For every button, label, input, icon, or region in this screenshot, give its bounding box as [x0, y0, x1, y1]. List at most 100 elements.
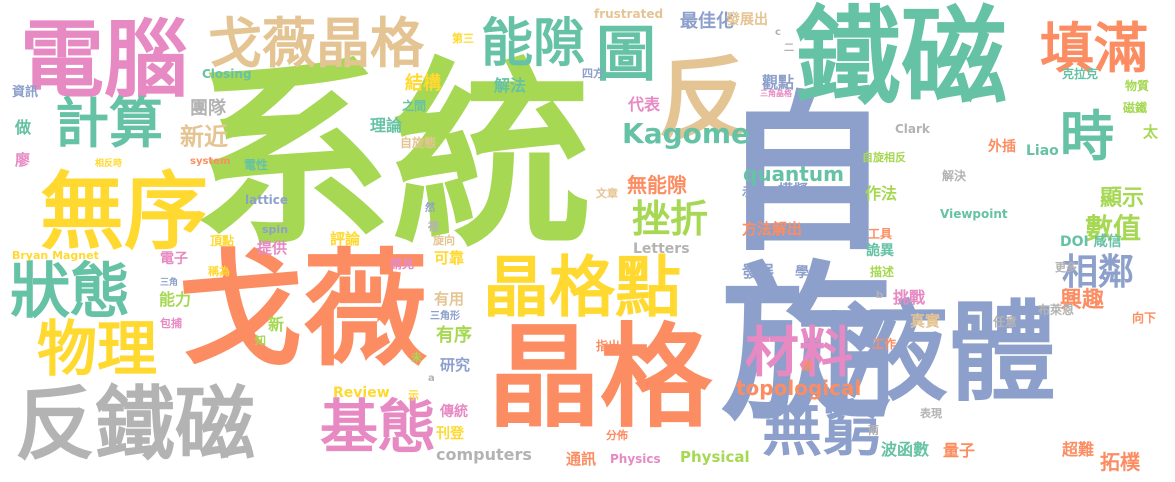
word-jie-fa: 解法 — [494, 76, 527, 95]
word-fen-bu: 分佈 — [606, 429, 628, 442]
word-xuan: 選 — [802, 362, 812, 373]
word-er: 二 — [784, 43, 794, 54]
word-bo-han-shu: 波函數 — [881, 440, 930, 459]
word-ti-gong: 提供 — [257, 239, 288, 257]
word-cuo-zhe: 挫折 — [632, 197, 709, 241]
word-bryan-magnet: Bryan Magnet — [12, 249, 99, 262]
word-topological: topological — [736, 376, 862, 400]
word-you-xu: 有序 — [436, 325, 472, 346]
word-liang-zi: 量子 — [943, 441, 976, 460]
word-neng-li: 能力 — [159, 290, 192, 309]
word-xue-zhe: 學者 — [795, 265, 823, 281]
word-zhi-jian: 之間 — [402, 99, 427, 113]
word-zhuang-tai: 狀態 — [10, 257, 130, 327]
word-xian-shi: 顯示 — [1100, 186, 1145, 211]
word-gui-yi: 詭異 — [866, 243, 894, 259]
word-zhi: 知 — [255, 334, 266, 347]
word-xing-qu: 興趣 — [1060, 288, 1105, 313]
word-wu-li: 物理 — [37, 315, 157, 385]
word-gong-zuo: 工作 — [872, 337, 897, 351]
word-ke-kao: 可靠 — [434, 249, 465, 267]
word-qing-jian: 請見 — [390, 257, 415, 271]
word-fan: 反 — [658, 47, 748, 152]
word-zi-xun: 資訊 — [12, 85, 39, 100]
word-fa-zhan: 發展 — [742, 262, 775, 281]
word-xiang-fan-shi: 相反時 — [95, 159, 123, 169]
word-dian-nao: 電腦 — [20, 11, 189, 109]
word-jie-gou: 結構 — [405, 73, 441, 94]
word-ji-suan: 計算 — [55, 92, 163, 155]
word-shu-zhi: 數值 — [1085, 212, 1142, 245]
word-li-lun: 理論 — [370, 116, 403, 135]
word-xin-jin: 新近 — [180, 123, 228, 151]
word-jie-jue: 解決 — [942, 169, 967, 183]
word-fa-zhan-chu: 發展出 — [726, 12, 768, 28]
word-yan-jiu: 研究 — [440, 356, 471, 374]
word-physics: Physics — [610, 452, 661, 466]
word-chuan-tong: 傳統 — [440, 404, 468, 420]
word-ye-ti: 液體 — [840, 291, 1057, 416]
word-doi-xian-xin: DOI 咸信 — [1060, 234, 1122, 250]
word-ge-wei: 戈薇 — [178, 238, 428, 383]
word-geng-duo: 更多 — [1055, 261, 1077, 274]
word-physical: Physical — [680, 448, 750, 466]
word-wei: 未 — [411, 351, 422, 364]
word-guan-dian: 觀點 — [762, 73, 795, 92]
word-quantum: quantum — [743, 162, 844, 186]
word-closing: Closing — [202, 67, 252, 81]
word-letters: Letters — [633, 241, 690, 257]
word-tuo-pu: 拓樸 — [1100, 450, 1140, 474]
word-wu-neng-xi: 無能隙 — [627, 173, 687, 197]
word-kan-deng: 刊登 — [436, 426, 464, 442]
word-zi-xuan-xiang-fan: 自旋相反 — [862, 151, 906, 164]
word-jing-ge: 晶格 — [488, 313, 712, 443]
word-tuan-dui: 團隊 — [190, 98, 226, 119]
word-xi-tong: 系統 — [192, 41, 593, 274]
word-tu: 圖 — [596, 20, 656, 90]
word-dian-zi: 電子 — [160, 251, 188, 267]
word-clark: Clark — [895, 122, 930, 136]
word-bu-lai-en: 布萊恩 — [1038, 303, 1075, 317]
word-review: Review — [333, 385, 390, 401]
word-ran: 然 — [425, 203, 435, 214]
word-tian-man: 填滿 — [1040, 17, 1148, 80]
word-liang: 兩 — [868, 424, 879, 437]
word-lattice: lattice — [245, 193, 289, 207]
word-san-jiao: 三角 — [160, 278, 179, 288]
word-zui-jia-hua: 最佳化 — [680, 11, 734, 32]
word-ji-tai: 基態 — [320, 393, 437, 461]
word-zhen-shi: 真實 — [910, 312, 941, 330]
word-dian-xing: 電性 — [244, 158, 269, 172]
word-chao-nan: 超難 — [1062, 440, 1095, 459]
word-dai-biao: 代表 — [628, 95, 661, 114]
word-san-jiao-xing: 三角形 — [430, 311, 460, 322]
word-kagome: Kagome — [622, 117, 751, 150]
word-frustrated: frustrated — [594, 7, 664, 21]
word-b: b — [876, 290, 884, 301]
word-ren-yi: 任意 — [993, 315, 1018, 329]
word-wai-cha: 外插 — [988, 139, 1016, 155]
word-computers: computers — [436, 445, 532, 464]
word-you-yong: 有用 — [434, 290, 465, 308]
word-wu-qiong: 無窮 — [762, 395, 882, 465]
word-xiang-xia: 向下 — [1132, 311, 1157, 325]
word-miao-shu: 描述 — [870, 265, 895, 279]
word-a: a — [428, 373, 435, 384]
word-jing-ge-dian: 晶格點 — [483, 249, 681, 326]
word-xiang-lin: 相鄰 — [1062, 252, 1135, 293]
word-cheng-wei: 稱為 — [208, 265, 230, 278]
word-viewpoint: Viewpoint — [940, 207, 1008, 221]
word-zuo-fa: 作法 — [865, 184, 898, 203]
word-ge-wei-jing-ge: 戈薇晶格 — [208, 12, 424, 75]
word-c: c — [775, 27, 781, 38]
word-shi: 時 — [1060, 105, 1114, 168]
word-zuo: 做 — [15, 118, 32, 137]
word-physrevlett: PhysRevLett — [798, 308, 883, 322]
word-li: 裡 — [428, 220, 439, 233]
word-fang-fa-jie-chu: 方法解出 — [742, 220, 803, 238]
word-ping-lun: 評論 — [330, 230, 361, 248]
word-zhi-chu: 指出 — [596, 339, 621, 353]
word-gong-ju: 工具 — [868, 227, 893, 241]
word-xin: 新 — [268, 315, 285, 334]
word-liao: Liao — [1026, 143, 1059, 159]
